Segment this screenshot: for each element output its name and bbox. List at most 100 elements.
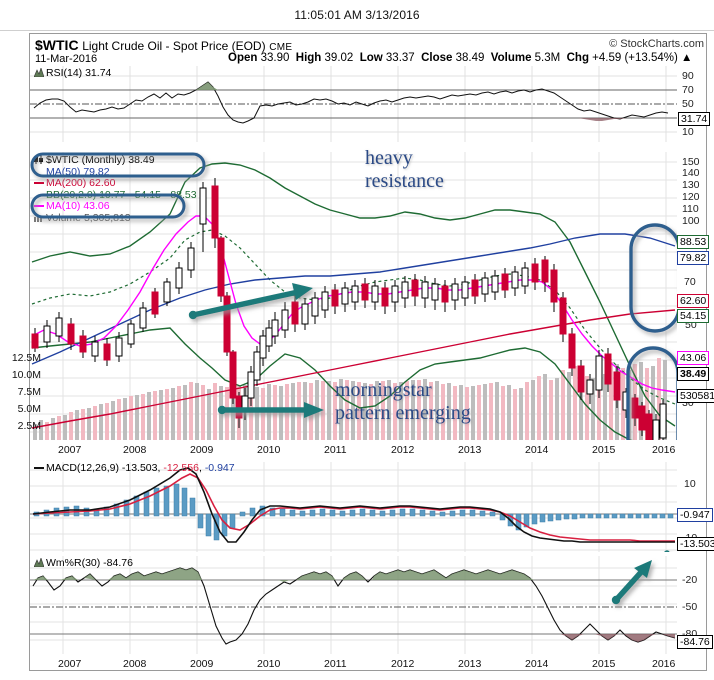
price-tick-140: 140 (682, 167, 700, 179)
quote-date: 11-Mar-2016 (35, 53, 98, 65)
volume-tag: 5305813 (677, 389, 714, 403)
stockcharts-brand: © StockCharts.com (609, 38, 704, 50)
rsi-plot-area (30, 66, 677, 142)
ohlc-label-low: Low (359, 52, 383, 64)
last-price-tag: 38.49 (677, 367, 710, 381)
macd-swatch-icon (34, 467, 44, 469)
morningstar-annotation: morningstar pattern emerging (335, 379, 471, 425)
ohlc-value-low: 33.37 (382, 52, 415, 64)
header-divider (0, 30, 714, 31)
xaxis-year-2010: 2010 (257, 444, 281, 456)
xaxis-year-2016: 2016 (652, 444, 676, 456)
volume-legend: Volume 5,305,813 (34, 211, 197, 225)
price-axis: 150 140 130 120 110 100 70 50 30 88.53 7… (677, 152, 714, 440)
xaxis-year-2008: 2008 (123, 444, 147, 456)
bottom-xaxis-year-2012: 2012 (391, 658, 415, 670)
ohlc-value-high: 39.02 (321, 52, 354, 64)
xaxis-year-2013: 2013 (458, 444, 482, 456)
ma10-swatch-icon (34, 205, 44, 208)
price-tick-30: 30 (682, 397, 694, 409)
ma200-tag: 62.60 (677, 294, 710, 308)
system-timestamp: 11:05:01 AM 3/13/2016 (294, 8, 420, 22)
symbol-legend-text: $WTIC (Monthly) 38.49 (46, 154, 155, 166)
ma200-legend: MA(200) 62.60 (34, 177, 197, 190)
wmr-tick-neg20: -20 (682, 574, 698, 586)
volume-legend-text: Volume 5,305,813 (46, 211, 131, 224)
bottom-xaxis-year-2011: 2011 (324, 658, 347, 670)
ma200-swatch-icon (34, 182, 44, 185)
rsi-tick-70: 70 (682, 84, 694, 96)
bb-middle-tag: 54.15 (677, 309, 710, 323)
volume-tick-12-5m: 12.5M (11, 352, 41, 364)
ohlc-value-volume: 5.3M (531, 52, 561, 64)
price-legend: $WTIC (Monthly) 38.49 MA(50) 79.82 MA(20… (34, 154, 197, 225)
rsi-value-tag: 31.74 (678, 112, 711, 126)
volume-bars-icon (34, 213, 44, 222)
mountain-icon (34, 558, 44, 567)
macd-legend: MACD(12,26,9) -13.503, -12.556, -0.947 (34, 462, 235, 475)
rsi-panel: RSI(14) 31.74 (30, 66, 677, 142)
volume-tick-2-5m: 2.5M (17, 420, 41, 432)
morningstar-line1: morningstar (335, 379, 432, 401)
macd-signal-line (32, 473, 675, 542)
morningstar-line2: pattern emerging (335, 402, 471, 424)
volume-tick-10m: 10.0M (11, 369, 41, 381)
bottom-xaxis-year-2008: 2008 (123, 658, 147, 670)
bottom-xaxis-year-2016: 2016 (652, 658, 676, 670)
wmr-tick-neg50: -50 (682, 601, 698, 613)
wmr-panel: Wm%R(30) -84.76 (30, 556, 677, 654)
chart-title: $WTIC Light Crude Oil - Spot Price (EOD)… (35, 37, 292, 53)
bb-lower-line (31, 327, 633, 440)
volume-tick-5m: 5.0M (17, 403, 41, 415)
xaxis-year-2007: 2007 (58, 444, 82, 456)
macd-axis: 10 -10 -0.947 -13.503 (677, 462, 714, 552)
ma200-legend-text: MA(200) 62.60 (46, 177, 116, 190)
heavy-resistance-line1: heavy (365, 147, 413, 169)
ma10-tag: 43.06 (677, 351, 710, 365)
rsi-tick-10: 10 (682, 126, 694, 138)
macd-value-tag: -13.503 (677, 537, 714, 551)
symbol-description: Light Crude Oil - Spot Price (EOD) (82, 39, 266, 53)
price-panel: $WTIC (Monthly) 38.49 MA(50) 79.82 MA(20… (12, 147, 677, 440)
price-tick-70: 70 (684, 276, 696, 288)
price-tick-50: 50 (685, 319, 697, 331)
macd-legend-hist: -0.947 (204, 462, 235, 474)
xaxis-year-2009: 2009 (190, 444, 214, 456)
xaxis-year-2015: 2015 (592, 444, 616, 456)
wmr-legend: Wm%R(30) -84.76 (34, 557, 133, 570)
price-xaxis: 2007 2008 2009 2010 2011 2012 2013 2014 … (30, 444, 677, 460)
macd-line (32, 467, 675, 543)
wmr-overbought-fill (33, 568, 534, 582)
macd-legend-signal: -12.556 (163, 462, 199, 474)
ohlc-value-open: 33.90 (257, 52, 290, 64)
ohlc-label-close: Close (421, 52, 453, 64)
ohlc-summary: Open 33.90 High 39.02 Low 33.37 Close 38… (228, 52, 692, 64)
chart-container (29, 33, 707, 671)
ohlc-label-high: High (295, 52, 322, 64)
bottom-xaxis-year-2014: 2014 (525, 658, 549, 670)
price-tick-110: 110 (682, 203, 699, 215)
bb-upper-tag: 88.53 (677, 235, 710, 249)
bottom-xaxis-year-2015: 2015 (592, 658, 616, 670)
macd-hist-tag: -0.947 (677, 508, 713, 522)
ohlc-label-volume: Volume (490, 52, 532, 64)
ohlc-label-chg: Chg (566, 52, 589, 64)
rsi-tick-50: 50 (682, 98, 694, 110)
exchange-label: CME (269, 42, 293, 53)
bottom-xaxis-year-2013: 2013 (458, 658, 482, 670)
xaxis-year-2014: 2014 (525, 444, 549, 456)
ohlc-value-chg: +4.59 (+13.54%) ▲ (588, 52, 693, 64)
ma50-tag: 79.82 (677, 251, 710, 265)
macd-panel: MACD(12,26,9) -13.503, -12.556, -0.947 (30, 462, 677, 552)
rsi-legend-text: RSI(14) 31.74 (46, 67, 112, 79)
macd-legend-name: MACD(12,26,9) (46, 462, 119, 474)
macd-tick-10: 10 (684, 478, 696, 490)
price-tick-120: 120 (682, 191, 700, 203)
price-tick-150: 150 (682, 156, 700, 168)
price-tick-100: 100 (682, 215, 700, 227)
wmr-legend-text: Wm%R(30) -84.76 (46, 557, 133, 569)
mountain-icon (34, 68, 44, 77)
heavy-resistance-line2: resistance (365, 170, 444, 192)
wmr-axis: -20 -50 -80 -84.76 (677, 556, 714, 654)
